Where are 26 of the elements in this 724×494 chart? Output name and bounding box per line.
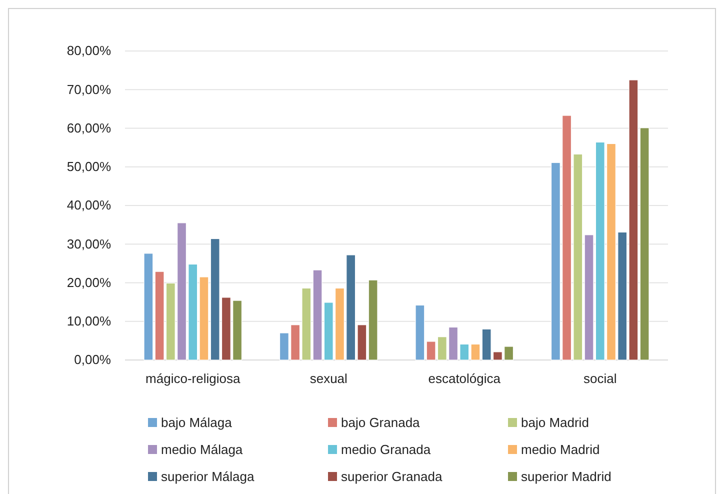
y-tick-label: 10,00%: [66, 314, 112, 329]
y-tick-label: 80,00%: [66, 43, 112, 58]
y-tick-label: 0,00%: [74, 352, 112, 368]
bar: [415, 304, 425, 360]
x-tick-label: sexual: [310, 371, 348, 386]
legend-label: medio Granada: [341, 442, 432, 457]
y-tick-label: 20,00%: [66, 274, 112, 290]
legend-label: medio Málaga: [161, 442, 244, 457]
x-tick-label: escatológica: [428, 371, 502, 386]
y-tick-label: 40,00%: [66, 198, 112, 213]
legend-label: bajo Madrid: [521, 415, 589, 430]
legend-label: medio Madrid: [521, 442, 600, 457]
y-tick-label: 50,00%: [66, 159, 112, 174]
y-tick-label: 70,00%: [66, 82, 112, 97]
legend-label: superior Madrid: [521, 469, 612, 484]
legend-label: superior Málaga: [161, 469, 255, 484]
y-tick-label: 30,00%: [66, 236, 112, 252]
x-tick-label: mágico-religiosa: [146, 371, 241, 386]
bar: [640, 128, 650, 360]
legend-label: bajo Málaga: [161, 415, 233, 430]
x-tick-label: social: [584, 371, 617, 386]
legend-label: superior Granada: [341, 469, 443, 484]
bar: [368, 280, 378, 360]
bar: [144, 253, 154, 360]
y-tick-label: 60,00%: [66, 120, 112, 136]
legend-label: bajo Granada: [341, 415, 421, 430]
